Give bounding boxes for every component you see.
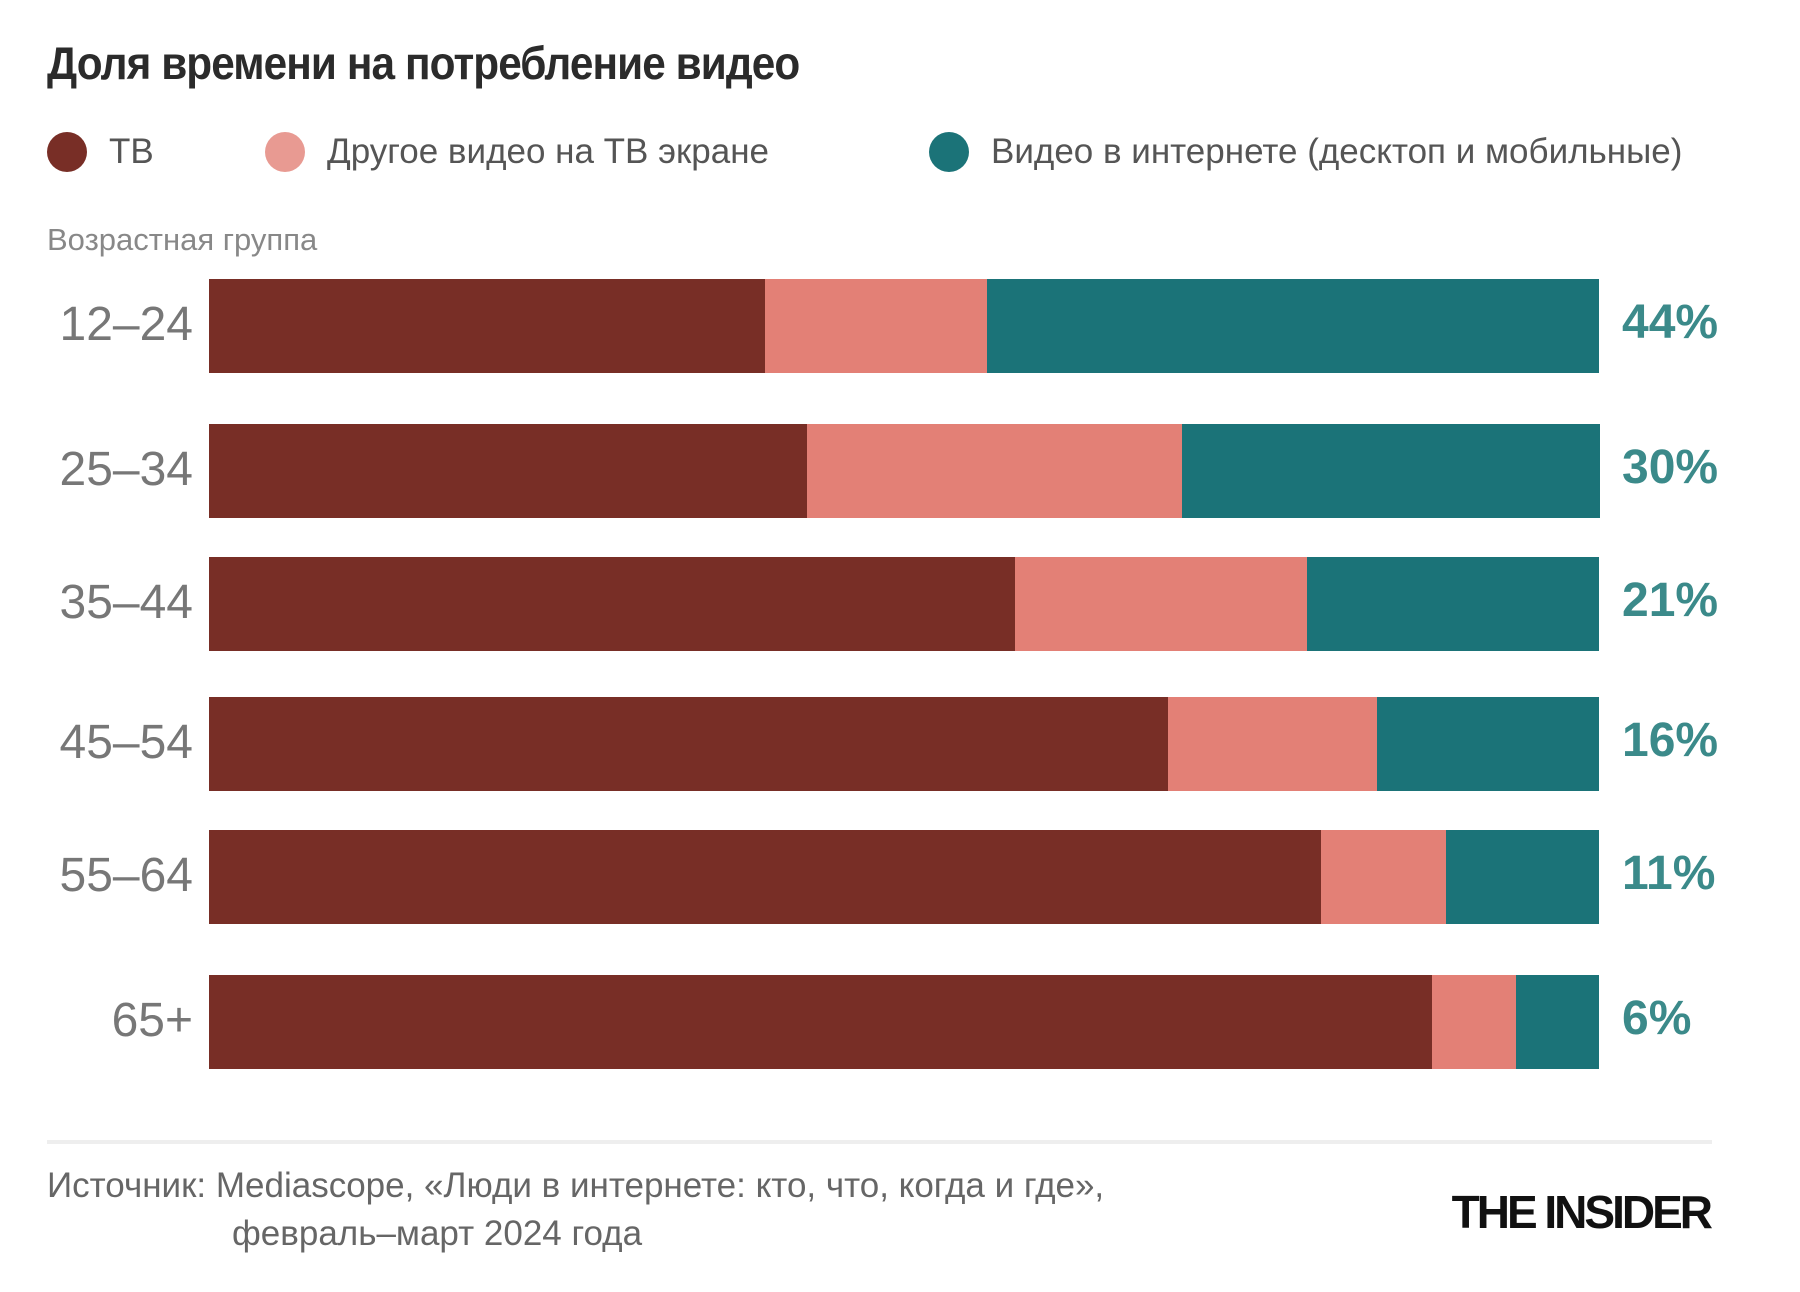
data-label: 16%	[1622, 714, 1719, 767]
data-label: 6%	[1622, 992, 1692, 1045]
category-label: 25–34	[59, 443, 193, 496]
category-label: 65+	[111, 994, 193, 1047]
bar-segment-internet	[1446, 830, 1600, 924]
bar-segment-tv	[209, 975, 1433, 1069]
bar-segment-tv	[209, 697, 1169, 791]
legend-item-internet: Видео в интернете (десктоп и мобильные)	[929, 132, 1682, 172]
category-label: 12–24	[59, 298, 193, 351]
bar-segment-internet	[1515, 975, 1600, 1069]
legend-swatch	[929, 132, 969, 172]
legend-item-other: Другое видео на ТВ экране	[265, 132, 769, 172]
data-label: 30%	[1622, 441, 1719, 494]
bar-segment-other	[1015, 557, 1308, 651]
bar-segment-other	[1321, 830, 1447, 924]
data-label: 11%	[1622, 847, 1716, 900]
bar-segment-internet	[1307, 557, 1600, 651]
bar-segment-internet	[1376, 697, 1600, 791]
bar-segment-other	[806, 424, 1183, 518]
chart-title: Доля времени на потребление видео	[47, 37, 800, 89]
data-label: 21%	[1622, 574, 1719, 627]
legend-swatch	[47, 132, 87, 172]
source-line-1: Источник: Mediascope, «Люди в интернете:…	[47, 1166, 1105, 1205]
bar-segment-other	[765, 279, 988, 373]
bar-segment-internet	[987, 279, 1600, 373]
category-label: 45–54	[59, 716, 193, 769]
bar-segment-tv	[209, 279, 766, 373]
legend-item-tv: ТВ	[47, 132, 154, 172]
legend-label: Другое видео на ТВ экране	[327, 132, 770, 171]
source-line-2: февраль–март 2024 года	[232, 1214, 643, 1253]
bar-segment-tv	[209, 557, 1016, 651]
bar-segment-other	[1432, 975, 1517, 1069]
legend-label: Видео в интернете (десктоп и мобильные)	[991, 132, 1683, 171]
source-note: Источник: Mediascope, «Люди в интернете:…	[47, 1162, 1104, 1258]
legend-label: ТВ	[109, 132, 154, 171]
bar-segment-other	[1168, 697, 1378, 791]
bar-segment-internet	[1182, 424, 1600, 518]
logo: THE INSIDER	[1451, 1186, 1713, 1238]
bar-segment-tv	[209, 830, 1322, 924]
data-label: 44%	[1622, 296, 1719, 349]
axis-title: Возрастная группа	[47, 222, 318, 257]
category-label: 55–64	[59, 849, 193, 902]
category-label: 35–44	[59, 576, 193, 629]
legend: ТВ Другое видео на ТВ экране Видео в инт…	[47, 132, 1767, 182]
legend-swatch	[265, 132, 305, 172]
divider	[47, 1140, 1712, 1144]
bar-segment-tv	[209, 424, 808, 518]
